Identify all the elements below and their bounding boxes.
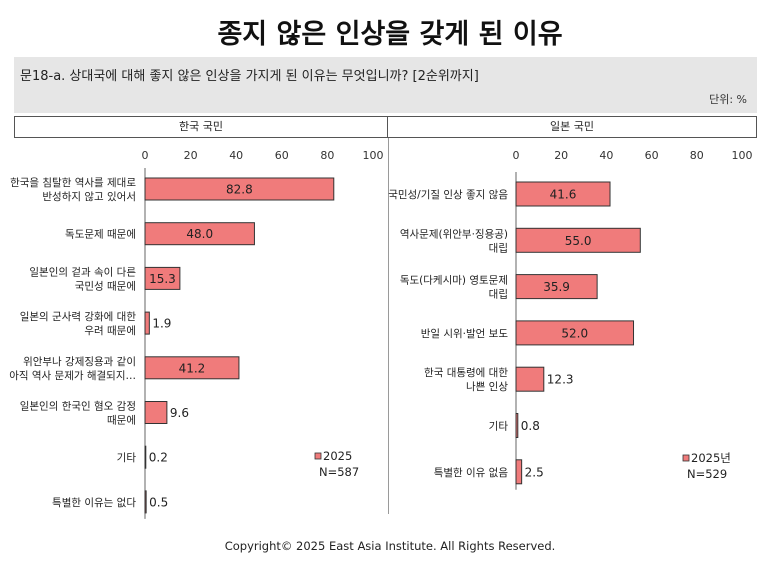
japan-bar: [515, 413, 519, 438]
japan-tick-label: 80: [690, 149, 704, 162]
japan-tick-label: 0: [513, 149, 520, 162]
korea-tick-label: 80: [320, 149, 334, 162]
korea-tick-label: 60: [275, 149, 289, 162]
korea-category-label: 위안부나 강제징용과 같이: [23, 355, 136, 368]
japan-value-label: 35.9: [543, 280, 570, 294]
japan-category-label: 대립: [489, 288, 508, 301]
korea-value-label: 82.8: [226, 183, 253, 197]
korea-category-label: 아직 역사 문제가 해결되지…: [9, 369, 136, 382]
korea-bar: [144, 356, 240, 380]
japan-category-label: 독도(다케시마) 영토문제: [400, 275, 508, 287]
japan-bar: [515, 227, 641, 253]
japan-category-label: 나쁜 인상: [466, 381, 508, 393]
japan-legend-n: N=529: [687, 467, 727, 481]
korea-bar: [144, 177, 335, 201]
korea-category-label: 국민성 때문에: [75, 280, 136, 292]
korea-tick-label: 100: [363, 149, 384, 162]
korea-category-label: 우려 때문에: [84, 325, 136, 337]
korea-tick-label: 40: [229, 149, 243, 162]
japan-tick-label: 100: [732, 149, 753, 162]
japan-value-label: 52.0: [561, 326, 588, 340]
japan-category-label: 대립: [489, 241, 508, 254]
korea-value-label: 9.6: [170, 406, 189, 420]
japan-value-label: 2.5: [525, 465, 544, 479]
korea-legend-n: N=587: [319, 465, 359, 479]
korea-value-label: 0.5: [149, 495, 168, 509]
korea-category-label: 독도문제 때문에: [65, 229, 136, 241]
page-title: 종지 않은 인상을 갖게 된 이유: [217, 19, 563, 50]
korea-category-label: 일본의 군사력 강화에 대한: [20, 310, 137, 323]
japan-legend-series: 2025년: [691, 451, 731, 465]
japan-tick-label: 60: [645, 149, 659, 162]
japan-category-label: 반일 시위·발언 보도: [421, 327, 509, 340]
korea-bar: [144, 222, 255, 246]
japan-bar: [515, 181, 611, 207]
japan-bar: [515, 274, 598, 300]
copyright-footer: Copyright© 2025 East Asia Institute. All…: [224, 539, 556, 553]
japan-bar: [515, 459, 523, 485]
korea-legend-swatch: [314, 452, 322, 460]
japan-tick-label: 20: [554, 149, 568, 162]
korea-category-label: 일본인의 겉과 속이 다른: [29, 265, 136, 278]
japan-bar: [515, 320, 635, 346]
korea-bar: [144, 445, 147, 469]
korea-legend-series: 2025: [323, 449, 352, 463]
japan-category-label: 기타: [489, 421, 509, 433]
korea-bar: [144, 311, 150, 335]
korea-value-label: 41.2: [179, 361, 206, 375]
korea-category-label: 때문에: [107, 415, 136, 427]
japan-category-label: 특별한 이유 없음: [434, 466, 509, 479]
question-text: 문18-a. 상대국에 대해 좋지 않은 인상을 가지게 된 이유는 무엇입니까…: [20, 69, 479, 84]
korea-category-label: 한국을 침탈한 역사를 제대로: [10, 176, 136, 189]
korea-value-label: 15.3: [149, 272, 176, 286]
korea-tick-label: 0: [142, 149, 149, 162]
korea-value-label: 1.9: [152, 317, 171, 331]
korea-bar: [144, 401, 168, 424]
japan-category-label: 역사문제(위안부·징용공): [400, 227, 508, 240]
korea-tick-label: 20: [184, 149, 198, 162]
korea-category-label: 특별한 이유는 없다: [52, 496, 136, 509]
japan-category-label: 한국 대통령에 대한: [424, 367, 508, 379]
japan-value-label: 0.8: [521, 419, 540, 433]
panel-title-japan: 일본 국민: [388, 116, 757, 138]
panel-title-korea: 한국 국민: [14, 116, 388, 138]
korea-value-label: 0.2: [149, 451, 168, 465]
korea-category-label: 반성하지 않고 있어서: [42, 190, 136, 203]
panel-divider: [388, 138, 389, 514]
korea-category-label: 기타: [117, 452, 137, 464]
japan-tick-label: 40: [599, 149, 613, 162]
japan-legend-swatch: [682, 454, 690, 462]
japan-bar: [515, 366, 545, 392]
unit-label: 단위: %: [709, 93, 747, 106]
korea-category-label: 일본인의 한국인 혐오 감정: [20, 400, 136, 413]
korea-bar: [144, 490, 147, 514]
question-box: 문18-a. 상대국에 대해 좋지 않은 인상을 가지게 된 이유는 무엇입니까…: [14, 57, 757, 113]
japan-value-label: 12.3: [547, 373, 574, 387]
japan-value-label: 55.0: [565, 234, 592, 248]
japan-category-label: 국민성/기질 인상 좋지 않음: [388, 189, 508, 201]
japan-value-label: 41.6: [550, 188, 577, 202]
korea-bar: [144, 266, 181, 290]
korea-value-label: 48.0: [186, 227, 213, 241]
